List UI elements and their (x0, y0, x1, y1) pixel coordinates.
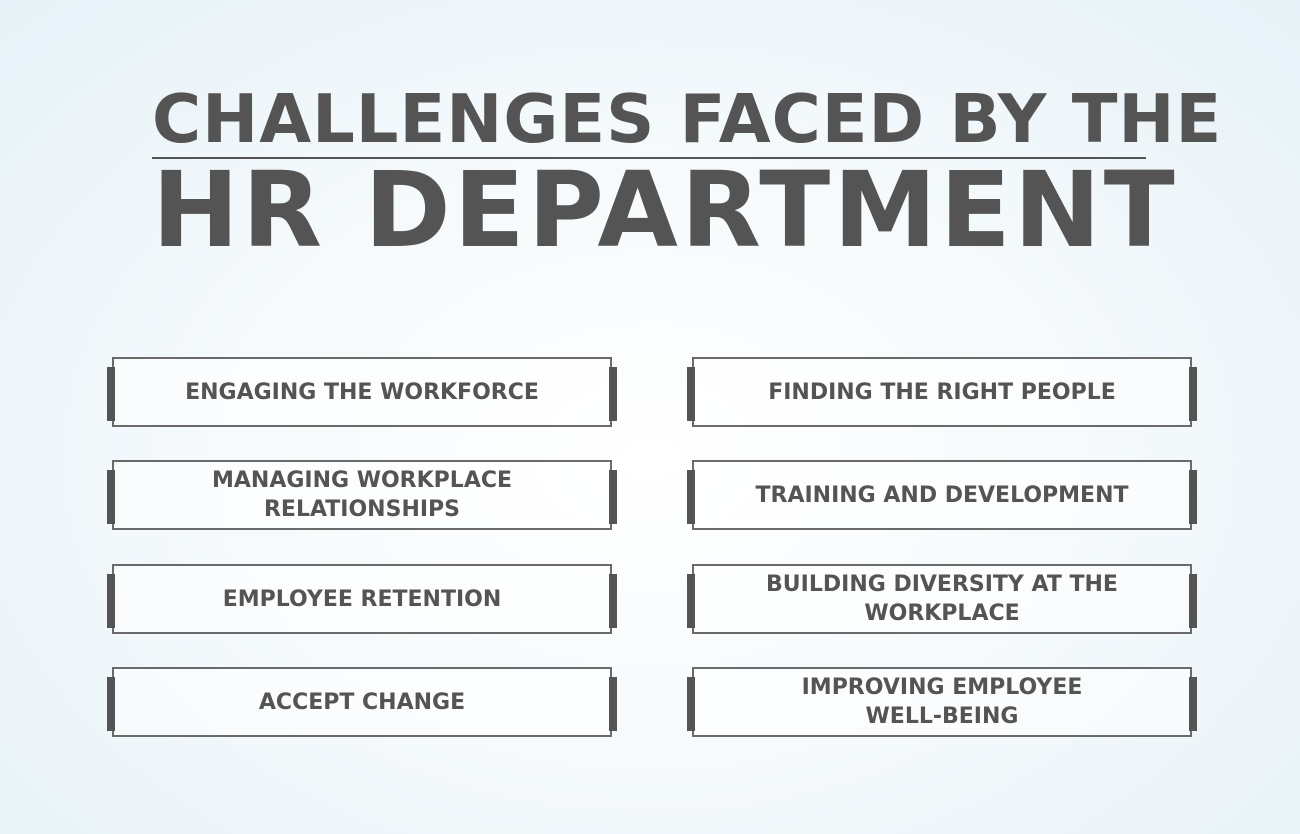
challenge-box-managing-relationships: MANAGING WORKPLACE RELATIONSHIPS (107, 460, 617, 530)
box-left-accent (107, 677, 115, 731)
challenge-label: IMPROVING EMPLOYEE WELL-BEING (801, 675, 1083, 729)
challenge-label: MANAGING WORKPLACE RELATIONSHIPS (211, 468, 513, 522)
box-left-accent (107, 470, 115, 524)
box-left-accent (687, 574, 695, 628)
box-left-accent (687, 470, 695, 524)
box-right-accent (1189, 367, 1197, 421)
title-line-2: HR DEPARTMENT (152, 149, 1178, 271)
box-right-accent (1189, 574, 1197, 628)
challenge-box-building-diversity: BUILDING DIVERSITY AT THE WORKPLACE (687, 564, 1197, 634)
challenge-box-accept-change: ACCEPT CHANGE (107, 667, 617, 737)
box-right-accent (609, 677, 617, 731)
title-line-1: CHALLENGES FACED BY THE (152, 80, 1223, 158)
box-left-accent (107, 367, 115, 421)
challenge-label: ACCEPT CHANGE (258, 689, 466, 715)
challenge-box-training-development: TRAINING AND DEVELOPMENT (687, 460, 1197, 530)
box-right-accent (609, 470, 617, 524)
challenge-box-improving-well-being: IMPROVING EMPLOYEE WELL-BEING (687, 667, 1197, 737)
challenge-label: FINDING THE RIGHT PEOPLE (768, 379, 1116, 405)
challenge-label: EMPLOYEE RETENTION (222, 586, 502, 612)
box-right-accent (609, 574, 617, 628)
title-divider (152, 157, 1146, 159)
box-right-accent (1189, 677, 1197, 731)
challenge-box-employee-retention: EMPLOYEE RETENTION (107, 564, 617, 634)
challenge-box-engaging-workforce: ENGAGING THE WORKFORCE (107, 357, 617, 427)
challenge-label: ENGAGING THE WORKFORCE (185, 379, 539, 405)
box-right-accent (609, 367, 617, 421)
challenge-label: BUILDING DIVERSITY AT THE WORKPLACE (766, 572, 1118, 626)
box-left-accent (687, 677, 695, 731)
box-left-accent (687, 367, 695, 421)
challenge-box-finding-right-people: FINDING THE RIGHT PEOPLE (687, 357, 1197, 427)
box-right-accent (1189, 470, 1197, 524)
challenge-label: TRAINING AND DEVELOPMENT (755, 482, 1129, 508)
box-left-accent (107, 574, 115, 628)
